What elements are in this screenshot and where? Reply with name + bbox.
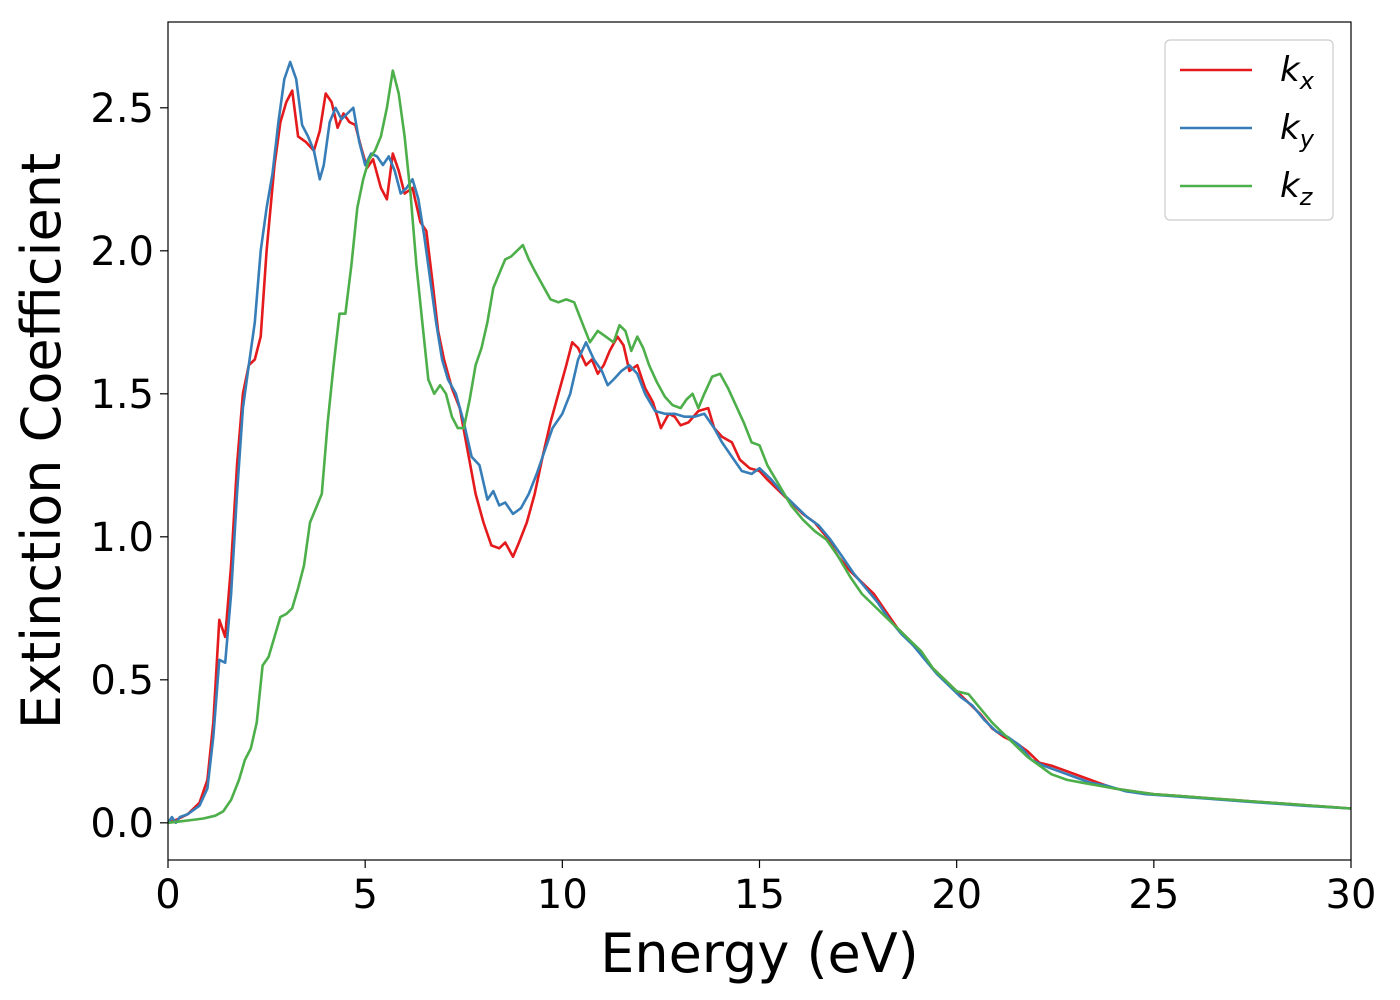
legend-label-kx: kx	[1280, 50, 1315, 95]
legend-label-ky: ky	[1280, 108, 1315, 153]
series-line-kz	[168, 69, 1351, 825]
x-tick-label: 0	[155, 872, 180, 918]
x-tick-label: 5	[352, 872, 377, 918]
y-axis: 0.0 0.5 1.0 1.5 2.0 2.5	[90, 86, 168, 847]
x-axis: 0 5 10 15 20 25 30	[155, 860, 1376, 918]
x-tick-label: 25	[1128, 872, 1179, 918]
y-tick-label: 2.5	[90, 86, 154, 132]
x-tick-label: 15	[734, 872, 785, 918]
legend-label-kz: kz	[1280, 166, 1314, 211]
y-tick-label: 2.0	[90, 229, 154, 275]
y-tick-label: 0.0	[90, 801, 154, 847]
y-axis-title: Extinction Coefficient	[10, 153, 73, 729]
series-line-ky	[168, 60, 1351, 825]
y-tick-label: 1.0	[90, 515, 154, 561]
x-axis-title: Energy (eV)	[600, 922, 919, 985]
legend: kx ky kz	[1164, 39, 1334, 221]
x-tick-label: 30	[1326, 872, 1377, 918]
x-tick-label: 10	[537, 872, 588, 918]
y-tick-label: 1.5	[90, 372, 154, 418]
series-layer	[168, 60, 1351, 825]
x-tick-label: 20	[931, 872, 982, 918]
legend-box	[1164, 39, 1334, 221]
y-tick-label: 0.5	[90, 658, 154, 704]
